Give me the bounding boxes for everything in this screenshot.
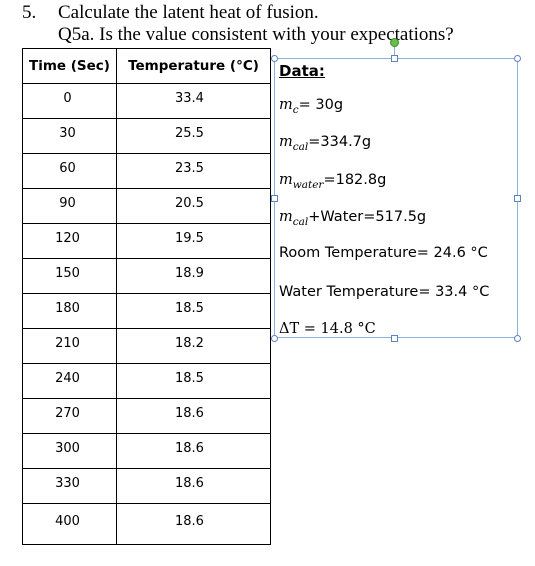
table-row: 90 20.5 <box>22 188 271 224</box>
table-row: 270 18.6 <box>22 398 271 434</box>
rotate-handle[interactable] <box>390 38 399 47</box>
column-header-time: Time (Sec) <box>22 48 117 84</box>
time-cell: 210 <box>22 328 117 364</box>
temperature-cell: 18.5 <box>116 293 271 329</box>
time-cell: 60 <box>22 153 117 189</box>
table-row: 120 19.5 <box>22 223 271 259</box>
temperature-cell: 19.5 <box>116 223 271 259</box>
mass-water-value: =182.8g <box>323 172 387 188</box>
time-cell: 330 <box>22 468 117 504</box>
table-row: 150 18.9 <box>22 258 271 294</box>
time-cell: 300 <box>22 433 117 469</box>
data-title: Data: <box>279 62 325 80</box>
time-cell: 180 <box>22 293 117 329</box>
time-cell: 0 <box>22 83 117 119</box>
question-number: 5. <box>22 2 37 23</box>
table-row: 240 18.5 <box>22 363 271 399</box>
mass-c-value: = 30g <box>298 97 344 113</box>
temperature-cell: 18.9 <box>116 258 271 294</box>
question-subtext: Q5a. Is the value consistent with your e… <box>58 24 454 45</box>
time-temperature-table: Time (Sec) Temperature (°C) 0 33.4 30 25.5… <box>22 48 271 545</box>
resize-handle-left[interactable] <box>271 195 278 202</box>
mass-water-var: m <box>279 172 293 188</box>
time-cell: 90 <box>22 188 117 224</box>
resize-handle-bottom-left[interactable] <box>271 335 278 342</box>
table-row: 60 23.5 <box>22 153 271 189</box>
mass-cal-water-line: mcal+Water=517.5g <box>279 209 427 228</box>
time-cell: 30 <box>22 118 117 154</box>
mass-cal-var: m <box>279 134 293 150</box>
mass-c-var: m <box>279 97 293 113</box>
resize-handle-top[interactable] <box>391 55 398 62</box>
temperature-cell: 18.6 <box>116 398 271 434</box>
resize-handle-right[interactable] <box>514 195 521 202</box>
table-row: 400 18.6 <box>22 503 271 545</box>
temperature-cell: 33.4 <box>116 83 271 119</box>
table-row: 300 18.6 <box>22 433 271 469</box>
mass-cal-water-sub: cal <box>292 216 309 228</box>
temperature-cell: 18.2 <box>116 328 271 364</box>
mass-cal-sub: cal <box>292 141 309 153</box>
mass-water-line: mwater=182.8g <box>279 172 387 191</box>
mass-cal-line: mcal=334.7g <box>279 134 372 153</box>
question-main-text: Calculate the latent heat of fusion. <box>58 2 319 23</box>
room-temperature-line: Room Temperature= 24.6 °C <box>279 245 488 261</box>
resize-handle-bottom-right[interactable] <box>514 335 521 342</box>
mass-water-sub: water <box>292 179 324 191</box>
resize-handle-top-left[interactable] <box>271 55 278 62</box>
time-cell: 240 <box>22 363 117 399</box>
temperature-cell: 18.6 <box>116 433 271 469</box>
table-row: 210 18.2 <box>22 328 271 364</box>
temperature-cell: 23.5 <box>116 153 271 189</box>
resize-handle-top-right[interactable] <box>514 55 521 62</box>
resize-handle-bottom[interactable] <box>391 335 398 342</box>
rotate-handle-stem <box>394 46 395 58</box>
water-temperature-line: Water Temperature= 33.4 °C <box>279 284 490 300</box>
table-header-row: Time (Sec) Temperature (°C) <box>22 48 271 84</box>
table-row: 180 18.5 <box>22 293 271 329</box>
delta-t-line: ΔT = 14.8 °C <box>279 321 376 337</box>
question-heading: 5. Calculate the latent heat of fusion. <box>22 2 319 24</box>
time-cell: 120 <box>22 223 117 259</box>
time-cell: 400 <box>22 503 117 545</box>
mass-cal-water-var: m <box>279 209 293 225</box>
table-row: 0 33.4 <box>22 83 271 119</box>
table-row: 330 18.6 <box>22 468 271 504</box>
temperature-cell: 18.6 <box>116 468 271 504</box>
mass-cal-value: =334.7g <box>308 134 372 150</box>
time-cell: 150 <box>22 258 117 294</box>
mass-c-line: mc= 30g <box>279 97 344 116</box>
temperature-cell: 18.6 <box>116 503 271 545</box>
table-row: 30 25.5 <box>22 118 271 154</box>
column-header-temperature: Temperature (°C) <box>116 48 271 84</box>
mass-c-sub: c <box>292 104 299 116</box>
temperature-cell: 20.5 <box>116 188 271 224</box>
time-cell: 270 <box>22 398 117 434</box>
temperature-cell: 18.5 <box>116 363 271 399</box>
mass-cal-water-value: +Water=517.5g <box>308 209 427 225</box>
temperature-cell: 25.5 <box>116 118 271 154</box>
